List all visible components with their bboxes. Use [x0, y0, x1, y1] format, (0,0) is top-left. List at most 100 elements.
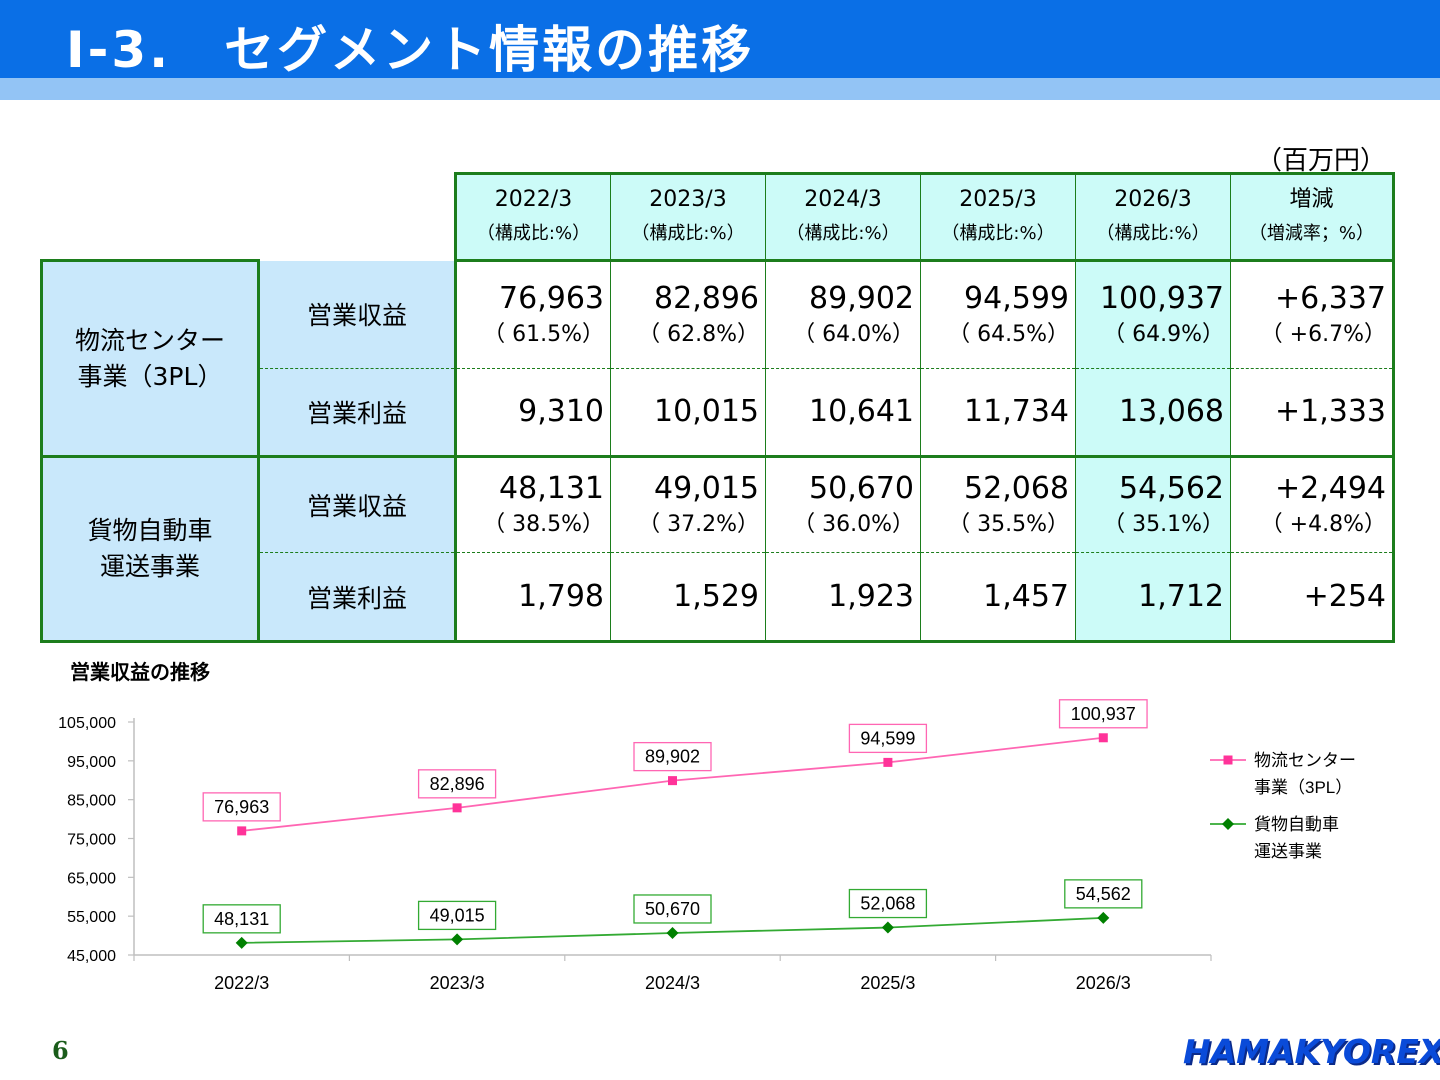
value-cell: 100,937 （ 64.9%） [1075, 260, 1231, 369]
change-value: +2,494 [1274, 471, 1386, 506]
change-cell: +2,494 （ +4.8%） [1230, 456, 1395, 553]
change-value: +1,333 [1274, 394, 1386, 429]
value-cell: 89,902 （ 64.0%） [765, 260, 921, 369]
share-value: （ 37.2%） [638, 512, 759, 537]
x-tick-label: 2023/3 [430, 973, 485, 993]
data-label-box [1064, 879, 1143, 909]
column-header: 増減 （増減率；%） [1230, 172, 1395, 262]
data-point-marker [883, 757, 893, 767]
column-sub: （増減率；%） [1248, 223, 1375, 244]
y-tick-label: 65,000 [67, 870, 116, 887]
title-stripe [0, 78, 1440, 100]
change-rate: （ +6.7%） [1260, 322, 1386, 347]
change-cell: +254 [1230, 552, 1395, 643]
value-cell: 1,712 [1075, 552, 1231, 643]
blank-cell [41, 173, 259, 261]
column-sub: （構成比:%） [476, 223, 591, 244]
revenue-value: 49,015 [654, 471, 759, 506]
page-number: 6 [52, 1036, 69, 1065]
data-point-marker [666, 926, 679, 939]
value-cell: 82,896 （ 62.8%） [610, 260, 766, 369]
legend-marker [1222, 818, 1234, 830]
data-point-marker [881, 921, 894, 934]
profit-value: 1,529 [673, 578, 759, 614]
value-cell: 9,310 [454, 368, 611, 458]
metric-label: 営業利益 [258, 368, 456, 458]
x-tick-label: 2026/3 [1076, 973, 1131, 993]
value-cell: 11,734 [920, 368, 1076, 458]
table-row: 営業利益 9,310 10,015 10,641 11,734 13,068 +… [42, 368, 1395, 458]
segment-name: 物流センター 事業（3PL） [40, 259, 260, 458]
change-cell: +1,333 [1230, 368, 1395, 458]
metric-label: 営業利益 [258, 552, 456, 643]
table-header-row: 2022/3 （構成比:%） 2023/3 （構成比:%） 2024/3 （構成比:%… [41, 172, 1395, 262]
y-tick-label: 95,000 [67, 754, 116, 771]
revenue-value: 89,902 [809, 281, 914, 316]
revenue-value: 76,963 [499, 281, 604, 316]
value-cell: 54,562 （ 35.1%） [1075, 456, 1231, 553]
column-sub: （構成比:%） [786, 223, 900, 244]
revenue-value: 50,670 [809, 471, 914, 506]
revenue-value: 94,599 [964, 281, 1069, 316]
change-value: +254 [1303, 578, 1386, 614]
column-label: 増減 [1289, 187, 1334, 212]
share-value: （ 36.0%） [793, 512, 914, 537]
data-label: 50,670 [645, 899, 700, 919]
segment-table: 2022/3 （構成比:%） 2023/3 （構成比:%） 2024/3 （構成比:%… [40, 172, 1395, 643]
profit-value: 9,310 [518, 394, 604, 429]
segment-name-line: 運送事業 [99, 552, 200, 581]
column-header: 2023/3 （構成比:%） [610, 172, 766, 262]
revenue-value: 52,068 [964, 471, 1069, 506]
table-row: 営業利益 1,798 1,529 1,923 1,457 1,712 +254 [42, 552, 1395, 643]
change-rate: （ +4.8%） [1260, 512, 1386, 537]
metric-label: 営業収益 [258, 456, 456, 553]
data-point-marker [451, 933, 464, 946]
table-row: 貨物自動車 運送事業 営業収益 48,131 （ 38.5%） 49,015 （ 37… [40, 455, 1395, 643]
chart-title: 営業収益の推移 [70, 660, 210, 684]
data-label: 54,562 [1076, 884, 1131, 904]
data-point-marker [452, 803, 462, 813]
segment-name-line: 事業（3PL） [77, 361, 223, 391]
revenue-value: 54,562 [1119, 471, 1224, 506]
x-tick-label: 2024/3 [645, 973, 700, 993]
data-point-marker [235, 936, 248, 949]
column-header: 2026/3 （構成比:%） [1075, 172, 1231, 262]
column-sub: （構成比:%） [1096, 223, 1210, 244]
value-cell: 1,457 [920, 552, 1076, 643]
data-label: 89,902 [645, 747, 700, 767]
profit-value: 10,641 [809, 394, 914, 429]
value-cell: 1,529 [610, 552, 766, 643]
profit-value: 1,798 [518, 578, 604, 614]
data-label: 49,015 [430, 905, 485, 925]
data-label-box [633, 894, 712, 924]
blank-cell [258, 173, 456, 261]
data-label-box [417, 900, 497, 931]
revenue-value: 100,937 [1099, 281, 1224, 316]
table-row: 物流センター 事業（3PL） 営業収益 76,963 （ 61.5%） 82,896… [40, 259, 1395, 458]
value-cell: 76,963 （ 61.5%） [454, 260, 611, 369]
share-value: （ 35.5%） [948, 512, 1069, 537]
column-label: 2026/3 [1114, 187, 1192, 212]
profit-value: 13,068 [1119, 394, 1224, 429]
page-title: Ⅰ-3. セグメント情報の推移 [66, 21, 755, 79]
data-label: 82,896 [430, 774, 485, 794]
column-sub: （構成比:%） [631, 223, 745, 244]
title-bar: Ⅰ-3. セグメント情報の推移 [0, 0, 1440, 79]
metric-label: 営業収益 [258, 260, 456, 369]
change-value: +6,337 [1274, 281, 1386, 316]
data-point-marker [237, 826, 247, 836]
value-cell: 50,670 （ 36.0%） [765, 456, 921, 553]
share-value: （ 64.9%） [1103, 322, 1224, 347]
data-point-marker [1098, 733, 1108, 743]
column-header: 2025/3 （構成比:%） [920, 172, 1076, 262]
profit-value: 1,712 [1138, 578, 1224, 614]
value-cell: 13,068 [1075, 368, 1231, 458]
data-label-box [417, 769, 497, 799]
data-label: 94,599 [860, 728, 915, 748]
share-value: （ 64.0%） [793, 322, 914, 347]
column-label: 2024/3 [804, 187, 882, 212]
data-label-box [202, 792, 281, 822]
revenue-value: 48,131 [499, 471, 604, 506]
profit-value: 10,015 [654, 394, 759, 429]
y-tick-label: 45,000 [67, 948, 116, 965]
